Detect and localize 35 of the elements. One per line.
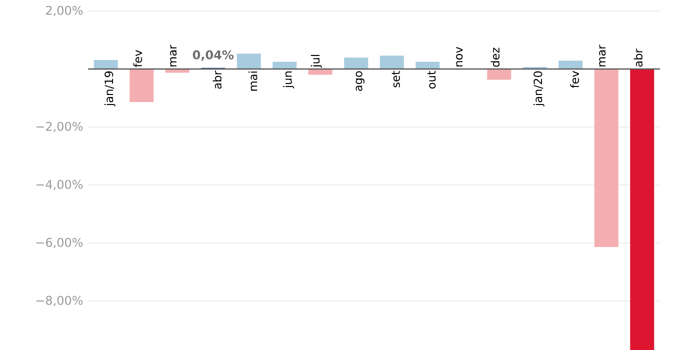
bar [558, 60, 583, 69]
bar [487, 68, 512, 80]
y-tick-label: −4,00% [36, 180, 83, 190]
bar [272, 62, 297, 69]
x-tick-label: mar [599, 44, 606, 66]
y-tick-label: −2,00% [36, 122, 83, 132]
bar [380, 56, 404, 69]
x-tick-label: jun [283, 72, 294, 88]
bar [594, 68, 618, 248]
bar [308, 68, 332, 75]
x-tick-label: jan/19 [104, 71, 116, 106]
x-tick-label: set [392, 70, 400, 88]
x-tick-label: abr [634, 48, 643, 67]
x-tick-label: dez [490, 48, 500, 67]
x-tick-label: mar [170, 44, 177, 66]
y-tick-label: 2,00% [46, 6, 83, 16]
bar [94, 60, 118, 69]
bar [165, 68, 190, 73]
x-tick-label: mai [248, 72, 258, 91]
x-tick-label: jan/20 [533, 71, 544, 106]
y-tick-label: −8,00% [36, 296, 83, 306]
y-tick-label: −6,00% [36, 238, 83, 248]
x-tick-label: nov [456, 46, 463, 66]
x-tick-label: abr [212, 70, 222, 89]
x-tick-label: jul [310, 54, 322, 68]
x-tick-label: ago [356, 71, 364, 91]
x-tick-label: fev [133, 50, 142, 68]
bar [416, 62, 440, 69]
x-tick-label: fev [570, 70, 580, 88]
data-label: 0,04% [192, 50, 234, 61]
bar [630, 68, 654, 350]
bar [236, 54, 261, 69]
x-tick-label: out [428, 70, 436, 89]
bar [344, 58, 368, 69]
bar [130, 68, 154, 102]
